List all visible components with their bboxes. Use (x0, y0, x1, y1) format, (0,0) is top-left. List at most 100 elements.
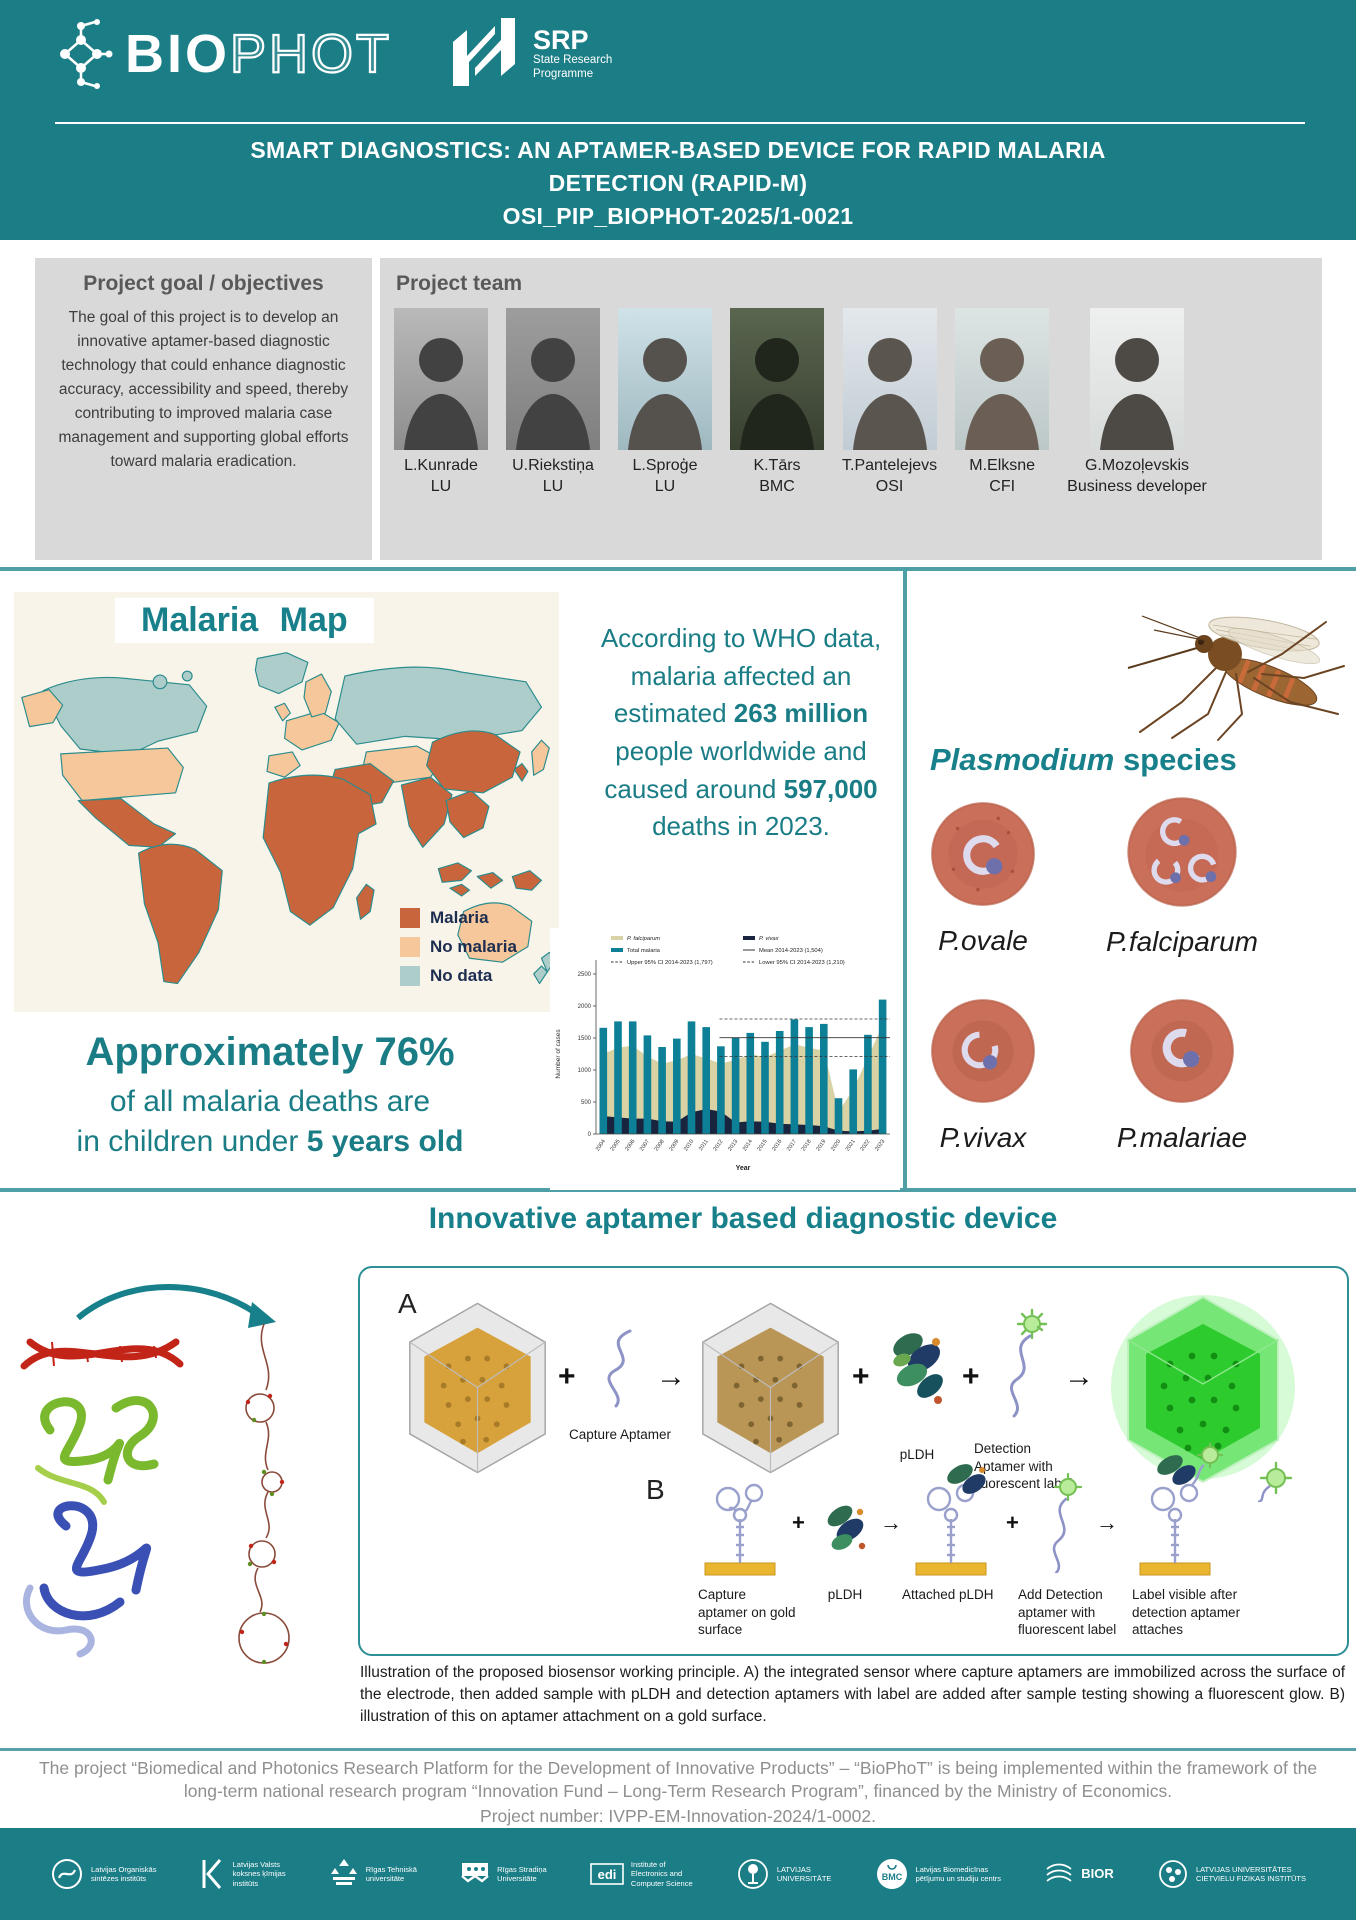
map-title: Malaria Map (115, 598, 374, 643)
srp-abbr: SRP (533, 24, 589, 55)
mosquito-illustration (1127, 615, 1345, 741)
member-affiliation: LU (654, 478, 676, 495)
lu-icon (737, 1859, 768, 1889)
svg-text:2015: 2015 (757, 1139, 769, 1153)
sensor-cube-with-aptamer-icon (702, 1302, 839, 1474)
team-member: T.Pantelejevs OSI (842, 308, 937, 496)
svg-text:2020: 2020 (830, 1139, 842, 1153)
section-divider (0, 1188, 1356, 1192)
svg-text:2016: 2016 (771, 1139, 783, 1153)
logo-text: LATVIJAS UNIVERSITĀTE (776, 1864, 832, 1883)
logo-cfi: LATVIJAS UNIVERSITĀTES CIETVIELU FIZIKAS… (1157, 1858, 1306, 1890)
detection-aptamer-icon (1009, 1308, 1048, 1418)
panel-b-label: B (646, 1474, 665, 1505)
svg-text:2021: 2021 (845, 1139, 857, 1153)
footer-project-text: The project “Biomedical and Photonics Re… (38, 1758, 1318, 1801)
goal-heading: Project goal / objectives (83, 272, 324, 295)
svg-text:2009: 2009 (668, 1139, 680, 1153)
approx-line1: Approximately 76% (85, 1030, 455, 1074)
edi-icon: edi (590, 1863, 624, 1885)
member-name: M.Elksne (969, 457, 1036, 474)
legend-swatch-no-malaria (400, 937, 420, 957)
plus-icon: + (962, 1360, 980, 1393)
srp-line2: Programme (533, 67, 594, 80)
srp-line1: State Research (533, 53, 613, 66)
attached-pldh-icon (915, 1464, 987, 1576)
project-team-box: Project team L.Kunrade LU U.Riekstiņa LU (380, 258, 1322, 560)
srp-text: SRP State Research Programme (533, 24, 613, 82)
poster-title: SMART DIAGNOSTICS: AN APTAMER-BASED DEVI… (0, 131, 1356, 230)
who-text: According to WHO data, malaria affected … (600, 623, 882, 729)
brand-outline: PHOT (229, 24, 393, 84)
bmc-abbr: BMC (881, 1872, 902, 1882)
osi-icon (52, 1859, 82, 1889)
svg-text:Upper 95% CI 2014-2023 (1,797): Upper 95% CI 2014-2023 (1,797) (627, 960, 713, 966)
arrow-icon: → (1064, 1360, 1094, 1393)
b-capture-label: Capture aptamer on gold surface (698, 1587, 796, 1638)
species-label: P.falciparum (1105, 926, 1258, 957)
blood-cell-icon (1130, 999, 1234, 1103)
sensor-cube-icon (409, 1302, 546, 1474)
member-affiliation: OSI (875, 478, 904, 495)
molecule-icon (60, 19, 113, 89)
legend-item-malaria: Malaria (400, 908, 517, 928)
logo-lu: LATVIJAS UNIVERSITĀTE (736, 1857, 832, 1891)
b-attached-label: Attached pLDH (902, 1587, 994, 1602)
pldh-protein-icon (827, 1505, 866, 1550)
member-photo (506, 308, 600, 450)
bmc-icon: BMC (876, 1859, 907, 1889)
team-row: L.Kunrade LU U.Riekstiņa LU L.Sproģe LU (394, 308, 1322, 496)
legend-label: No malaria (430, 937, 517, 956)
logo-edi: edi Institute of Electronics and Compute… (590, 1860, 693, 1888)
who-bold-deaths: 597,000 (783, 773, 878, 804)
logo-text: Latvijas Valsts koksnes ķīmijas institūt… (232, 1859, 286, 1888)
diagram-caption: Illustration of the proposed biosensor w… (360, 1664, 1345, 1725)
arrow-icon: → (656, 1360, 686, 1393)
member-photo (1089, 308, 1184, 450)
label-visible-icon (1139, 1443, 1224, 1576)
svg-text:edi: edi (598, 1867, 617, 1882)
brand-bold: BIO (125, 24, 231, 84)
logo-text: Institute of Electronics and Computer Sc… (630, 1859, 693, 1888)
svg-text:Lower 95% CI 2014-2023 (1,210): Lower 95% CI 2014-2023 (1,210) (759, 960, 845, 966)
member-name: U.Riekstiņa (512, 457, 594, 474)
b-pldh-label: pLDH (827, 1587, 863, 1602)
plus-icon: + (1006, 1510, 1019, 1535)
blood-cell-icon (1127, 797, 1237, 907)
blood-cell-icon (931, 802, 1035, 906)
svg-text:P. vivax: P. vivax (759, 936, 780, 942)
logo-text: Rīgas Tehniskā universitāte (365, 1864, 417, 1883)
svg-text:2010: 2010 (683, 1139, 695, 1153)
svg-text:1000: 1000 (578, 1068, 592, 1074)
team-heading: Project team (396, 272, 523, 295)
device-heading: Innovative aptamer based diagnostic devi… (428, 1202, 1058, 1235)
svg-text:2006: 2006 (624, 1139, 636, 1153)
svg-text:2011: 2011 (698, 1139, 710, 1152)
member-photo (394, 308, 488, 450)
team-member: M.Elksne CFI (955, 308, 1050, 496)
header: BIOPHOT SRP State Research Programme SMA… (0, 0, 1356, 240)
legend-swatch-no-data (400, 966, 420, 986)
detection-aptamer-icon (1052, 1473, 1083, 1573)
capture-aptamer-icon (607, 1329, 632, 1408)
species-label: P.vivax (939, 1122, 1027, 1153)
svg-text:2500: 2500 (578, 972, 592, 978)
svg-text:2018: 2018 (801, 1139, 813, 1153)
srp-n-icon (453, 18, 516, 86)
goal-body: The goal of this project is to develop a… (58, 309, 349, 471)
who-text: deaths in 2023. (652, 811, 830, 842)
cfi-icon (1159, 1860, 1187, 1888)
child-deaths-statistic: Approximately 76% of all malaria deaths … (30, 1030, 510, 1159)
species-cell-ovale: P.ovale (918, 798, 1048, 957)
member-name: L.Kunrade (404, 457, 478, 474)
legend-item-no-data: No data (400, 966, 517, 986)
capture-aptamer-gold-icon (704, 1483, 776, 1576)
logo-rsu: Rīgas Stradiņa Universitāte (460, 1860, 547, 1888)
member-affiliation: Business developer (1067, 478, 1207, 495)
b-add-detection-label: Add Detection aptamer with fluorescent l… (1018, 1587, 1117, 1638)
protein-structure-illustration (20, 1284, 290, 1665)
svg-text:500: 500 (581, 1100, 592, 1106)
vertical-divider (903, 571, 907, 1188)
svg-text:2023: 2023 (874, 1139, 886, 1153)
logo-text: Latvijas Biomedicīnas pētījumu un studij… (915, 1864, 1002, 1883)
